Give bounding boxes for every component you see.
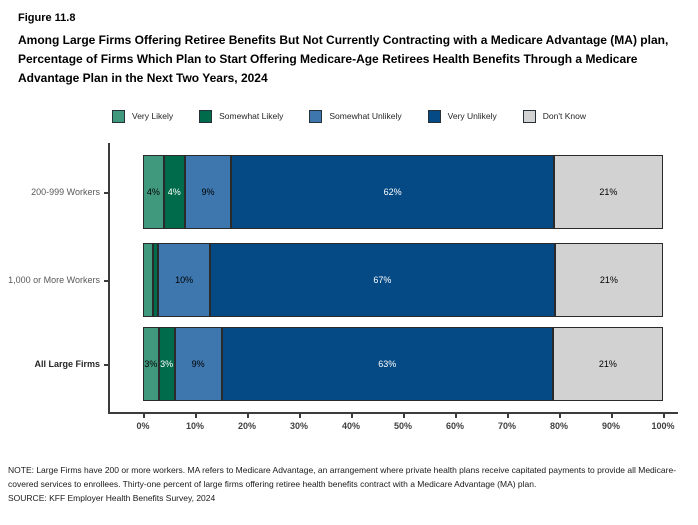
bar-segment-very-unlikely: 63%	[221, 327, 553, 401]
legend-swatch-don-t-know	[522, 109, 536, 123]
bar-segment-label: 21%	[599, 275, 618, 285]
bar-segment-somewhat-unlikely: 9%	[184, 155, 232, 229]
legend-item-somewhat-unlikely: Somewhat Unlikely	[309, 109, 402, 123]
bar-segment-don-t-know: 21%	[552, 327, 663, 401]
bar-segment-somewhat-unlikely: 9%	[174, 327, 222, 401]
x-axis-tick-label: 0%	[136, 421, 150, 431]
source-text: SOURCE: KFF Employer Health Benefits Sur…	[8, 493, 216, 504]
x-axis-tick	[247, 414, 249, 418]
y-axis-tick	[104, 364, 108, 366]
y-axis-tick	[104, 192, 108, 194]
category-label-1-000-or-more-workers: 1,000 or More Workers	[8, 275, 100, 285]
x-axis-tick-label: 50%	[393, 421, 412, 431]
category-label-200-999-workers: 200-999 Workers	[31, 187, 100, 197]
legend-item-very-likely: Very Likely	[112, 109, 174, 123]
x-axis-tick-label: 60%	[445, 421, 464, 431]
bar-segment-don-t-know: 21%	[554, 243, 663, 317]
stacked-bar-chart: 4% 4% 9% 62% 21% 200-999 Workers 10% 67% 21% 1,00…	[0, 143, 698, 453]
legend-label: Don't Know	[542, 111, 586, 121]
x-axis-tick-label: 100%	[651, 421, 675, 431]
bar-segment-label: 4%	[146, 187, 160, 197]
legend-label: Somewhat Unlikely	[329, 111, 402, 121]
bar-segment-don-t-know: 21%	[553, 155, 663, 229]
bar-segment-very-unlikely: 62%	[231, 155, 554, 229]
y-axis-tick	[104, 280, 108, 282]
legend-swatch-somewhat-unlikely	[309, 109, 323, 123]
x-axis-tick	[143, 414, 145, 418]
bar-row-200-999-workers: 4% 4% 9% 62% 21%	[143, 155, 663, 229]
legend-item-very-unlikely: Very Unlikely	[427, 109, 497, 123]
legend-swatch-very-unlikely	[427, 109, 441, 123]
x-axis-tick	[403, 414, 405, 418]
bar-segment-very-likely: 3%	[143, 327, 159, 401]
legend-item-don-t-know: Don't Know	[522, 109, 586, 123]
legend-item-somewhat-likely: Somewhat Likely	[199, 109, 284, 123]
bar-segment-very-likely	[143, 243, 154, 317]
x-axis-tick-label: 80%	[549, 421, 568, 431]
bar-segment-label: 10%	[175, 275, 194, 285]
x-axis-tick	[611, 414, 613, 418]
figure-title: Among Large Firms Offering Retiree Benef…	[18, 33, 669, 86]
notes-block: NOTE: Large Firms have 200 or more worke…	[8, 463, 692, 505]
x-axis-tick-label: 20%	[237, 421, 256, 431]
bar-segment-somewhat-likely: 4%	[163, 155, 185, 229]
bar-segment-label: 63%	[378, 359, 397, 369]
legend-label: Somewhat Likely	[219, 111, 284, 121]
x-axis-tick-label: 10%	[185, 421, 204, 431]
bar-segment-label: 9%	[191, 359, 205, 369]
x-axis-tick	[351, 414, 353, 418]
title-block: Figure 11.8 Among Large Firms Offering R…	[18, 12, 682, 89]
y-axis-line	[108, 143, 110, 413]
bar-segment-label: 21%	[598, 359, 617, 369]
bar-segment-label: 21%	[599, 187, 618, 197]
x-axis-line	[108, 412, 678, 414]
x-axis-tick-label: 90%	[601, 421, 620, 431]
x-axis-tick	[559, 414, 561, 418]
bar-segment-label: 62%	[383, 187, 402, 197]
category-label-all-large-firms: All Large Firms	[34, 359, 100, 369]
bar-segment-label: 3%	[160, 359, 174, 369]
bar-segment-label: 9%	[201, 187, 215, 197]
bar-segment-somewhat-likely	[153, 243, 159, 317]
bar-row-all-large-firms: 3% 3% 9% 63% 21%	[143, 327, 663, 401]
figure-label: Figure 11.8	[18, 12, 76, 24]
bar-segment-somewhat-unlikely: 10%	[158, 243, 210, 317]
x-axis-tick	[195, 414, 197, 418]
x-axis-tick	[507, 414, 509, 418]
legend-label: Very Likely	[132, 111, 174, 121]
x-axis-tick-label: 40%	[341, 421, 360, 431]
x-axis-tick-label: 30%	[289, 421, 308, 431]
x-axis-tick	[663, 414, 665, 418]
x-axis-tick	[455, 414, 457, 418]
note-text: NOTE: Large Firms have 200 or more worke…	[8, 465, 677, 490]
bar-segment-very-likely: 4%	[143, 155, 164, 229]
x-axis-tick-label: 70%	[497, 421, 516, 431]
legend-swatch-very-likely	[112, 109, 125, 123]
bar-segment-very-unlikely: 67%	[209, 243, 555, 317]
bar-segment-label: 67%	[373, 275, 392, 285]
legend-label: Very Unlikely	[447, 111, 497, 121]
legend-swatch-somewhat-likely	[199, 109, 213, 123]
chart-legend: Very Likely Somewhat Likely Somewhat Unlik…	[0, 104, 698, 128]
x-axis-tick	[299, 414, 301, 418]
bar-segment-label: 4%	[167, 187, 181, 197]
bar-segment-somewhat-likely: 3%	[158, 327, 175, 401]
bar-segment-label: 3%	[144, 359, 158, 369]
bar-row-1-000-or-more-workers: 10% 67% 21%	[143, 243, 663, 317]
